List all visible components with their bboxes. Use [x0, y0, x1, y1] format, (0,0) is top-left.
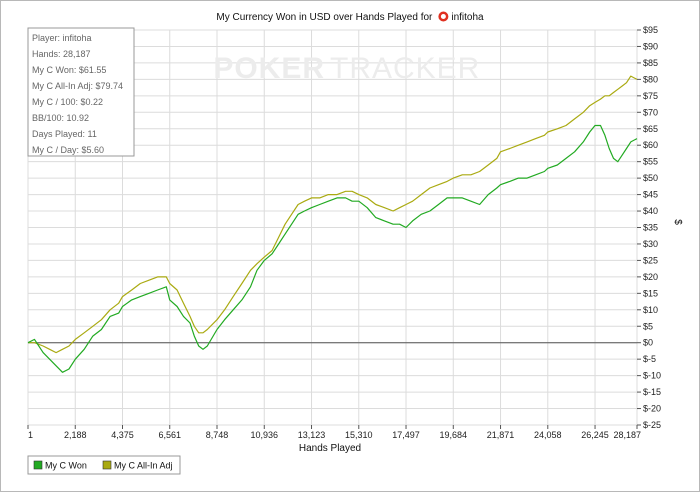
y-tick-label: $35: [643, 223, 658, 233]
x-tick-label: 15,310: [345, 430, 373, 440]
x-tick-label: 26,245: [581, 430, 609, 440]
x-tick-label: 2,188: [64, 430, 87, 440]
y-tick-label: $-5: [643, 354, 656, 364]
poker-chip-icon: [438, 11, 449, 22]
y-tick-label: $70: [643, 107, 658, 117]
y-tick-label: $95: [643, 25, 658, 35]
x-tick-label: 6,561: [158, 430, 181, 440]
y-tick-label: $-20: [643, 404, 661, 414]
y-tick-label: $25: [643, 255, 658, 265]
y-tick-label: $15: [643, 288, 658, 298]
y-tick-label: $60: [643, 140, 658, 150]
watermark-poker: POKER: [213, 52, 325, 85]
x-tick-label: 1: [28, 430, 33, 440]
legend-swatch-won: [33, 460, 43, 470]
y-tick-label: $10: [643, 305, 658, 315]
chart-title: My Currency Won in USD over Hands Played…: [216, 12, 433, 23]
y-axis-label: $: [672, 219, 683, 225]
x-tick-label: 4,375: [111, 430, 134, 440]
series-lines: [27, 75, 638, 373]
x-axis: 1 2,188 4,375 6,561 8,748 10,936 13,123 15,310 1…: [27, 425, 641, 440]
y-tick-label: $80: [643, 74, 658, 84]
legend-label-allin: My C All-In Adj: [114, 461, 173, 471]
x-tick-label: 10,936: [251, 430, 279, 440]
y-tick-label: $50: [643, 173, 658, 183]
stat-hands: Hands: 28,187: [32, 49, 91, 59]
stat-per-day: My C / Day: $5.60: [32, 145, 104, 155]
x-tick-label: 13,123: [298, 430, 326, 440]
y-tick-label: $20: [643, 272, 658, 282]
y-tick-label: $40: [643, 206, 658, 216]
watermark-tracker: TRACKER: [330, 52, 480, 85]
y-tick-label: $55: [643, 157, 658, 167]
stat-days: Days Played: 11: [32, 129, 97, 139]
y-tick-label: $-10: [643, 371, 661, 381]
y-tick-label: $45: [643, 190, 658, 200]
y-tick-label: $-25: [643, 420, 661, 430]
legend-label-won: My C Won: [45, 461, 87, 471]
stat-allin-adj: My C All-In Adj: $79.74: [32, 81, 123, 91]
x-tick-label: 28,187: [613, 430, 641, 440]
x-axis-label: Hands Played: [299, 443, 361, 454]
y-tick-label: $65: [643, 124, 658, 134]
y-tick-label: $85: [643, 58, 658, 68]
y-tick-label: $-15: [643, 387, 661, 397]
y-axis: $95 $90 $85 $80 $75 $70 $65 $60 $55 $50 $45 $40 $35 $…: [637, 25, 661, 430]
y-tick-label: $0: [643, 338, 653, 348]
x-tick-label: 19,684: [440, 430, 468, 440]
y-tick-label: $5: [643, 321, 653, 331]
y-tick-label: $90: [643, 41, 658, 51]
y-tick-label: $75: [643, 91, 658, 101]
stats-box: Player: infitoha Hands: 28,187 My C Won:…: [27, 27, 135, 157]
series-line-won: [27, 124, 638, 373]
x-tick-label: 21,871: [487, 430, 515, 440]
title-player-name: infitoha: [451, 12, 484, 23]
legend-swatch-allin: [102, 460, 112, 470]
x-tick-label: 8,748: [206, 430, 229, 440]
x-tick-label: 17,497: [392, 430, 420, 440]
x-tick-label: 24,058: [534, 430, 562, 440]
stat-player: Player: infitoha: [32, 33, 92, 43]
legend: My C Won My C All-In Adj: [27, 455, 181, 475]
stat-bb-100: BB/100: 10.92: [32, 113, 89, 123]
stat-per-100: My C / 100: $0.22: [32, 97, 103, 107]
y-tick-label: $30: [643, 239, 658, 249]
stat-won: My C Won: $61.55: [32, 65, 106, 75]
series-line-allin-adj: [28, 75, 638, 354]
